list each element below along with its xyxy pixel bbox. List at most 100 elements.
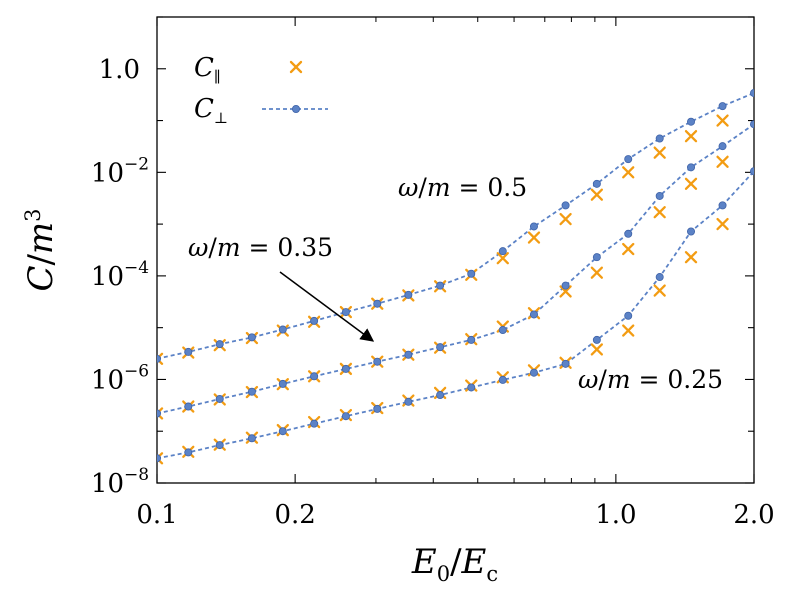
legend-label-perpendicular: C⊥	[194, 94, 228, 127]
legend-label-parallel: C∥	[194, 53, 221, 86]
legend-entry-parallel: C∥	[194, 53, 303, 86]
parallel-point	[622, 324, 635, 337]
annotation-omega-0-5: ω/m = 0.5	[398, 173, 527, 202]
parallel-point	[496, 252, 509, 265]
y-tick-label: 10−2	[91, 154, 149, 188]
perpendicular-point	[718, 102, 727, 111]
perpendicular-point	[750, 167, 754, 176]
perpendicular-point	[184, 347, 193, 356]
parallel-point	[653, 146, 666, 159]
perpendicular-point	[467, 269, 476, 278]
perpendicular-point	[310, 372, 319, 381]
parallel-point	[559, 212, 572, 226]
perpendicular-point	[498, 375, 507, 384]
perpendicular-point	[436, 343, 445, 352]
parallel-point	[653, 206, 666, 219]
perpendicular-point	[561, 201, 570, 210]
perpendicular-point	[157, 409, 161, 418]
x-tick-label: 0.2	[274, 500, 315, 530]
y-tick-label: 10−4	[91, 258, 149, 292]
perpendicular-point	[655, 134, 664, 143]
x-tick-label: 2.0	[733, 500, 774, 530]
perpendicular-point	[624, 155, 633, 164]
perpendicular-point	[215, 340, 224, 349]
perpendicular-point	[687, 117, 696, 126]
perpendicular-point	[404, 350, 413, 359]
perpendicular-point	[624, 229, 633, 238]
perpendicular-point	[341, 412, 350, 421]
parallel-point	[590, 266, 604, 279]
perpendicular-line-0	[157, 92, 754, 360]
parallel-point	[684, 251, 698, 264]
legend-marker-perpendicular	[262, 105, 328, 114]
perpendicular-point	[373, 404, 382, 413]
x-tick-label: 0.1	[136, 500, 177, 530]
perpendicular-point	[373, 299, 382, 308]
x-axis-label: E0/Ec	[411, 542, 498, 586]
perpendicular-point	[655, 191, 664, 200]
perpendicular-point	[404, 290, 413, 299]
perpendicular-point	[498, 247, 507, 256]
perpendicular-point	[215, 441, 224, 450]
parallel-point	[157, 352, 164, 365]
legend-x-marker	[289, 60, 303, 74]
legend-dot-marker	[291, 105, 300, 114]
y-tick-label: 10−8	[91, 465, 149, 499]
y-axis-label: C/m3	[21, 208, 61, 291]
parallel-point	[684, 129, 698, 143]
tick-labels: 0.1 0.2 1.0 2.0 10−8 10−6 10−4 10−2 1.0	[91, 55, 775, 530]
perpendicular-point	[436, 281, 445, 290]
perpendicular-point	[278, 379, 287, 388]
series-layer	[157, 89, 754, 465]
perpendicular-point	[592, 335, 601, 344]
perpendicular-line-1	[157, 123, 754, 415]
parallel-point	[157, 407, 164, 420]
parallel-point	[622, 242, 635, 256]
parallel-point	[590, 343, 604, 356]
perpendicular-point	[341, 308, 350, 317]
parallel-point	[653, 284, 666, 297]
y-tick-label: 1.0	[99, 55, 140, 85]
perpendicular-point	[687, 163, 696, 172]
perpendicular-point	[184, 448, 193, 457]
parallel-point	[527, 231, 541, 244]
perpendicular-point	[718, 142, 727, 151]
parallel-point	[622, 166, 635, 179]
axis-ticks	[156, 16, 755, 484]
parallel-point	[716, 217, 729, 231]
perpendicular-point	[750, 89, 754, 98]
plot-frame	[156, 16, 755, 484]
legend: C∥ C⊥	[194, 53, 328, 127]
perpendicular-point	[592, 179, 601, 188]
perpendicular-point	[624, 311, 633, 320]
perpendicular-point	[592, 253, 601, 262]
parallel-point	[716, 155, 729, 168]
x-tick-label: 1.0	[595, 500, 636, 530]
legend-marker-parallel	[289, 60, 303, 74]
perpendicular-point	[467, 335, 476, 344]
perpendicular-point	[655, 273, 664, 282]
perpendicular-point	[247, 387, 256, 396]
parallel-point	[716, 114, 729, 127]
perpendicular-point	[278, 325, 287, 334]
perpendicular-point	[310, 316, 319, 325]
perpendicular-point	[436, 391, 445, 400]
parallel-point	[157, 452, 164, 465]
annotation-omega-0-35: ω/m = 0.35	[188, 233, 333, 262]
perpendicular-point	[404, 397, 413, 406]
perpendicular-point	[529, 368, 538, 377]
perpendicular-point	[278, 427, 287, 436]
perpendicular-point	[529, 222, 538, 231]
perpendicular-point	[467, 383, 476, 392]
perpendicular-point	[247, 434, 256, 443]
perpendicular-line-2	[157, 170, 754, 460]
perpendicular-point	[718, 201, 727, 210]
parallel-point	[590, 188, 604, 201]
perpendicular-point	[247, 333, 256, 342]
perpendicular-point	[184, 402, 193, 411]
perpendicular-point	[561, 359, 570, 368]
annotation-omega-0-25: ω/m = 0.25	[578, 365, 723, 394]
perpendicular-point	[561, 281, 570, 290]
perpendicular-point	[373, 357, 382, 366]
